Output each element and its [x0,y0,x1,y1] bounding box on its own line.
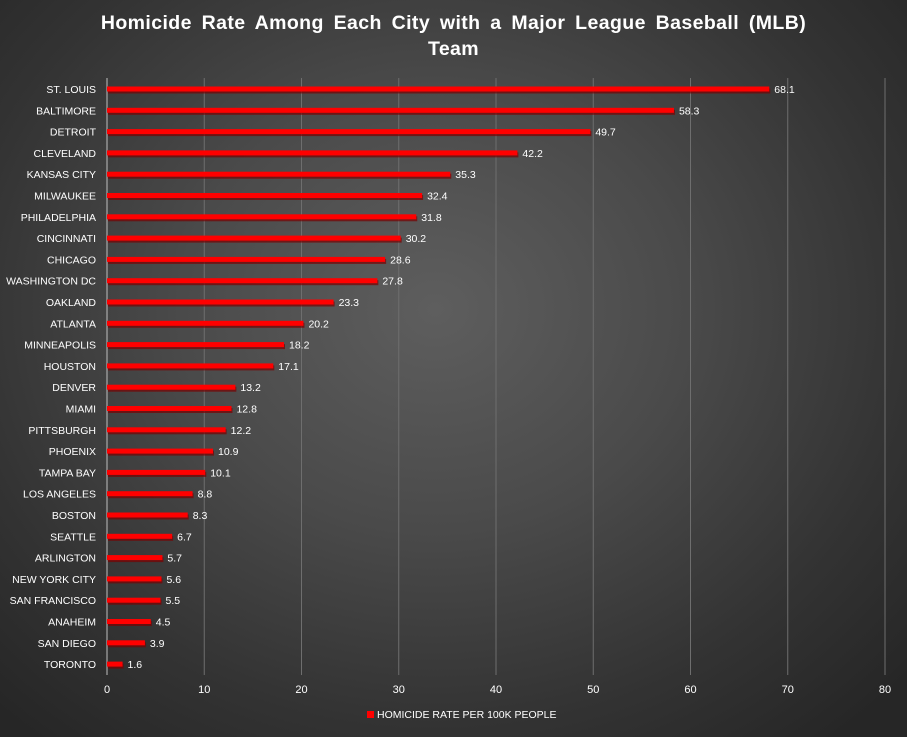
bar [107,256,386,262]
bar [107,129,591,135]
category-label: KANSAS CITY [27,169,96,181]
category-label: DENVER [52,382,96,394]
category-label: BOSTON [52,510,96,522]
bar [107,469,206,475]
category-label: ANAHEIM [48,617,96,629]
bar [107,619,151,624]
data-label: 32.4 [427,191,448,203]
category-label: MIAMI [66,404,96,416]
data-label: 30.2 [406,233,427,245]
category-label: MINNEAPOLIS [24,340,96,352]
bar [107,171,451,177]
x-tick-label: 20 [295,684,307,696]
data-label: 20.2 [308,318,329,330]
category-label: LOS ANGELES [23,489,96,501]
data-label: 28.6 [390,254,411,266]
x-tick-label: 10 [198,684,210,696]
category-label: HOUSTON [44,361,96,373]
category-label: BALTIMORE [36,105,96,117]
data-label: 10.9 [218,446,239,458]
data-label: 8.8 [198,489,213,501]
legend-swatch [367,711,374,718]
bar [107,406,232,411]
chart-title: Homicide Rate Among Each City with a Maj… [100,12,807,60]
bar [107,512,188,518]
bar [107,448,214,454]
data-label: 49.7 [595,127,616,139]
category-label: SAN DIEGO [38,638,96,650]
category-label: CLEVELAND [34,148,97,160]
category-label: DETROIT [50,127,97,139]
data-label: 1.6 [128,659,143,671]
data-label: 13.2 [240,382,261,394]
bar [107,278,378,284]
data-label: 42.2 [522,148,543,160]
category-label: ATLANTA [50,318,96,330]
legend-label: HOMICIDE RATE PER 100K PEOPLE [377,709,557,721]
category-label: PHILADELPHIA [21,212,96,224]
bar [107,107,674,113]
data-label: 12.2 [231,425,252,437]
data-label: 27.8 [382,276,403,288]
bar [107,384,236,390]
data-label: 35.3 [455,169,476,181]
category-label: SAN FRANCISCO [10,595,96,607]
category-label: WASHINGTON DC [6,276,96,288]
bar [107,86,770,92]
bar [107,299,334,305]
data-label: 31.8 [421,212,442,224]
bar [107,342,284,348]
category-label: MILWAUKEE [34,191,96,203]
data-label: 5.5 [165,595,180,607]
category-label: PITTSBURGH [28,425,96,437]
x-tick-label: 80 [879,684,891,696]
bar [107,661,123,667]
bar [107,320,304,326]
category-label: ST. LOUIS [46,84,96,96]
data-label: 68.1 [774,84,795,96]
bar [107,363,274,369]
category-label: ARLINGTON [35,553,96,565]
data-label: 18.2 [289,340,310,352]
data-label: 4.5 [156,617,171,629]
x-tick-label: 0 [104,684,110,696]
bar [107,193,423,198]
category-label: CINCINNATI [37,233,96,245]
x-tick-label: 50 [587,684,599,696]
bar [107,150,518,156]
bar [107,533,173,539]
bar [107,491,193,497]
x-tick-label: 30 [393,684,405,696]
bar [107,576,162,582]
data-label: 3.9 [150,638,165,650]
category-label: SEATTLE [50,531,96,543]
category-label: PHOENIX [49,446,96,458]
category-label: CHICAGO [47,254,96,266]
x-tick-label: 70 [782,684,794,696]
bar [107,597,161,603]
data-label: 58.3 [679,105,700,117]
bar [107,555,163,561]
bar [107,235,401,241]
data-label: 12.8 [236,404,257,416]
data-label: 17.1 [278,361,299,373]
category-label: TAMPA BAY [39,467,96,479]
category-label: NEW YORK CITY [12,574,96,586]
data-label: 8.3 [193,510,208,522]
x-tick-label: 40 [490,684,502,696]
bar [107,640,145,646]
data-label: 5.6 [166,574,181,586]
data-label: 6.7 [177,531,192,543]
bar [107,427,226,433]
category-label: OAKLAND [46,297,97,309]
bar [107,214,417,220]
category-label: TORONTO [44,659,96,671]
data-label: 5.7 [167,553,182,565]
x-tick-label: 60 [684,684,696,696]
data-label: 23.3 [339,297,360,309]
data-label: 10.1 [210,467,231,479]
